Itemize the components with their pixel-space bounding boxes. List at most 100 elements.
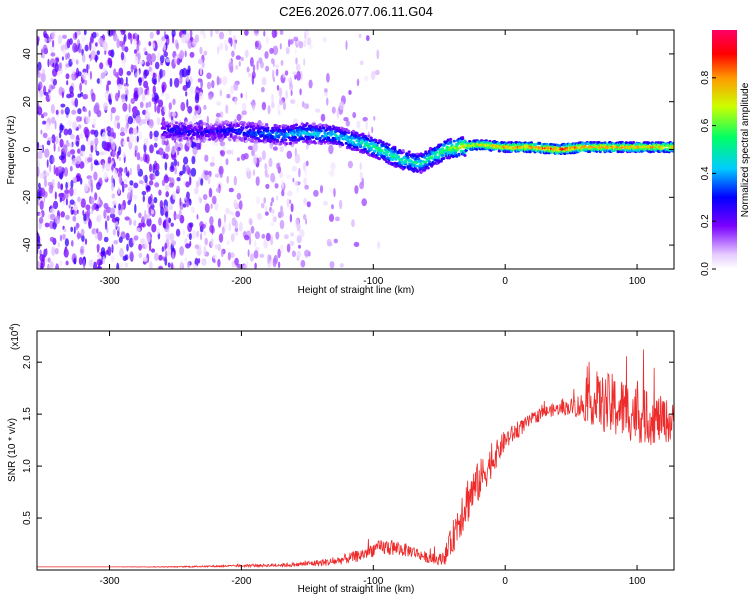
x-tick-label: 0 — [502, 276, 508, 287]
spectrogram-cell — [277, 248, 281, 259]
spectrogram-cell — [172, 145, 176, 154]
spectrogram-ridge-cell — [301, 140, 306, 144]
spectrogram-cell — [191, 155, 196, 165]
spectrogram-cell — [71, 109, 77, 115]
spectrogram-ridge-cell — [274, 126, 278, 130]
spectrogram-ridge-cell — [374, 138, 378, 142]
spectrogram-cell — [138, 252, 143, 259]
spectrogram-ridge-cell — [407, 150, 411, 154]
spectrogram-cell — [154, 103, 157, 113]
spectrogram-cell — [194, 93, 200, 104]
spectrogram-cell — [98, 263, 101, 269]
spectrogram-ridge-cell — [292, 133, 296, 137]
spectrogram-cell — [103, 171, 108, 180]
spectrogram-cell — [60, 183, 64, 190]
spectrogram-cell — [294, 180, 299, 187]
spectrogram-cell — [359, 171, 363, 180]
spectrogram-cell — [326, 238, 332, 246]
spectrogram-cell — [245, 90, 248, 101]
spectrogram-cell — [83, 30, 87, 36]
spectrogram-ridge-cell — [195, 128, 199, 132]
spectrogram-cell — [133, 182, 139, 189]
spectrogram-cell — [305, 30, 310, 37]
spectrogram-cell — [259, 253, 265, 258]
spectrogram-cell — [255, 196, 261, 205]
spectrogram-ridge-cell — [240, 139, 244, 142]
spectrogram-cell — [62, 200, 66, 205]
spectrogram-cell — [276, 195, 279, 201]
spectrogram-cell — [271, 30, 277, 39]
spectrogram-cell — [150, 203, 155, 210]
spectrogram-ridge-cell — [230, 127, 234, 131]
y-tick-label: 20 — [22, 96, 33, 108]
spectrogram-cell — [42, 132, 48, 139]
spectrogram-cell — [84, 79, 88, 86]
x-tick-label: -200 — [231, 576, 251, 587]
spectrogram-ridge-cell — [243, 137, 247, 141]
spectrogram-ridge-cell — [249, 125, 253, 129]
spectrogram-cell — [196, 230, 200, 238]
spectrogram-cell — [40, 72, 46, 83]
spectrogram-cell — [127, 200, 131, 206]
spectrogram-cell — [110, 111, 113, 122]
spectrogram-cell — [139, 101, 144, 109]
snr-series-line — [37, 349, 674, 569]
colorbar: 0.0 0.2 0.4 0.6 0.8 Normalized spectral ampl… — [700, 30, 750, 276]
spectrogram-cell — [129, 180, 134, 186]
spectrogram-cell — [108, 93, 111, 104]
spectrogram-ridge-cell — [357, 134, 361, 137]
spectrogram-cell — [117, 187, 120, 195]
spectrogram-cell — [152, 163, 155, 174]
spectrogram-cell — [348, 90, 352, 95]
spectrogram-cell — [154, 61, 160, 70]
spectrogram-cell — [279, 43, 282, 50]
spectrogram-ridge-cell — [412, 161, 416, 164]
spectrogram-cell — [221, 226, 225, 235]
spectrogram-cell — [286, 174, 292, 179]
spectrogram-cell — [39, 200, 44, 210]
spectrogram-cell — [294, 74, 297, 80]
spectrogram-cell — [58, 62, 63, 69]
spectrogram-cell — [145, 185, 151, 191]
spectrogram-cell — [179, 214, 185, 224]
spectrogram-cell — [185, 197, 190, 208]
spectrogram-ridge-cell — [383, 158, 387, 162]
spectrogram-cell — [162, 221, 166, 228]
spectrogram-cell — [240, 56, 244, 62]
spectrogram-cell — [153, 130, 159, 138]
spectrogram-cell — [119, 40, 124, 47]
spectrogram-cell — [209, 216, 214, 226]
spectrogram-ridge-cell — [246, 134, 250, 138]
spectrogram-cell — [189, 51, 195, 58]
spectrogram-cell — [174, 77, 180, 88]
spectrogram-ridge-cell — [407, 153, 411, 156]
spectrogram-cell — [365, 120, 368, 130]
spectrogram-cell — [59, 124, 65, 131]
snr-y-label: SNR (10 * v/v) — [7, 418, 18, 482]
spectrogram-cell — [91, 204, 95, 211]
spectrogram-cell — [247, 249, 250, 257]
spectrogram-cell — [275, 231, 280, 240]
spectrogram-cell — [174, 55, 177, 65]
spectrogram-cell — [55, 109, 59, 115]
spectrogram-cell — [152, 42, 156, 49]
spectrogram-cell — [65, 248, 69, 257]
colorbar-tick-label: 0.2 — [700, 214, 711, 228]
spectrogram-cell — [278, 87, 283, 98]
spectrogram-cell — [135, 227, 141, 232]
spectrogram-cell — [287, 39, 291, 48]
spectrogram-cell — [96, 258, 103, 266]
spectrogram-cell — [52, 40, 55, 48]
spectrogram-cell — [270, 58, 275, 65]
spectrogram-ridge-cell — [337, 126, 341, 130]
spectrogram-cell — [71, 69, 75, 74]
spectrogram-cell — [283, 101, 286, 111]
spectrogram-cell — [109, 213, 116, 219]
spectrogram-cell — [376, 49, 380, 60]
spectrogram-cell — [289, 213, 293, 223]
spectrogram-cell — [281, 189, 285, 197]
spectrogram-ridge-cell — [261, 131, 265, 135]
spectrogram-cell — [187, 40, 193, 49]
spectrogram-cell — [303, 177, 308, 186]
